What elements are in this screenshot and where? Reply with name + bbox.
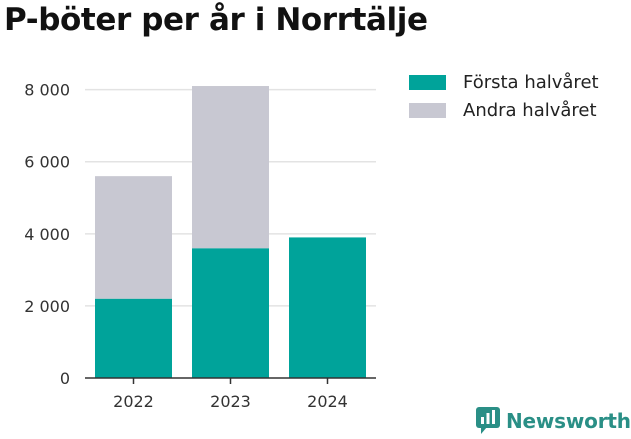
y-axis-ticks: 0 2 000 4 000 6 000 8 000 xyxy=(24,81,70,388)
bar-2022-series-1[interactable] xyxy=(95,176,172,299)
bar-2024-series-0[interactable] xyxy=(289,237,366,378)
y-tick-label: 0 xyxy=(60,369,70,388)
brand-logo[interactable]: Newsworthy xyxy=(476,407,631,434)
legend-swatch-first-half xyxy=(409,74,446,90)
legend: Första halvåret Andra halvåret xyxy=(409,68,599,124)
x-axis-ticks: 2022 2023 2024 xyxy=(113,378,348,411)
legend-label-second-half: Andra halvåret xyxy=(463,99,597,121)
legend-swatch-second-half xyxy=(409,102,446,118)
bar-2022-series-0[interactable] xyxy=(95,298,172,378)
legend-item-first-half[interactable]: Första halvåret xyxy=(409,68,599,96)
legend-item-second-half[interactable]: Andra halvåret xyxy=(409,96,599,124)
bars xyxy=(95,86,366,378)
x-tick-label: 2022 xyxy=(113,392,154,411)
y-tick-label: 2 000 xyxy=(24,297,70,316)
x-tick-label: 2024 xyxy=(307,392,348,411)
y-tick-label: 4 000 xyxy=(24,225,70,244)
x-tick-label: 2023 xyxy=(210,392,251,411)
y-tick-label: 6 000 xyxy=(24,153,70,172)
chart-title: P-böter per år i Norrtälje xyxy=(4,2,428,38)
legend-label-first-half: Första halvåret xyxy=(463,71,599,93)
bar-2023-series-0[interactable] xyxy=(192,248,269,378)
y-tick-label: 8 000 xyxy=(24,81,70,100)
bar-2023-series-1[interactable] xyxy=(192,86,269,249)
brand-label: Newsworthy xyxy=(506,408,631,433)
newsworthy-logo-icon xyxy=(476,407,500,434)
